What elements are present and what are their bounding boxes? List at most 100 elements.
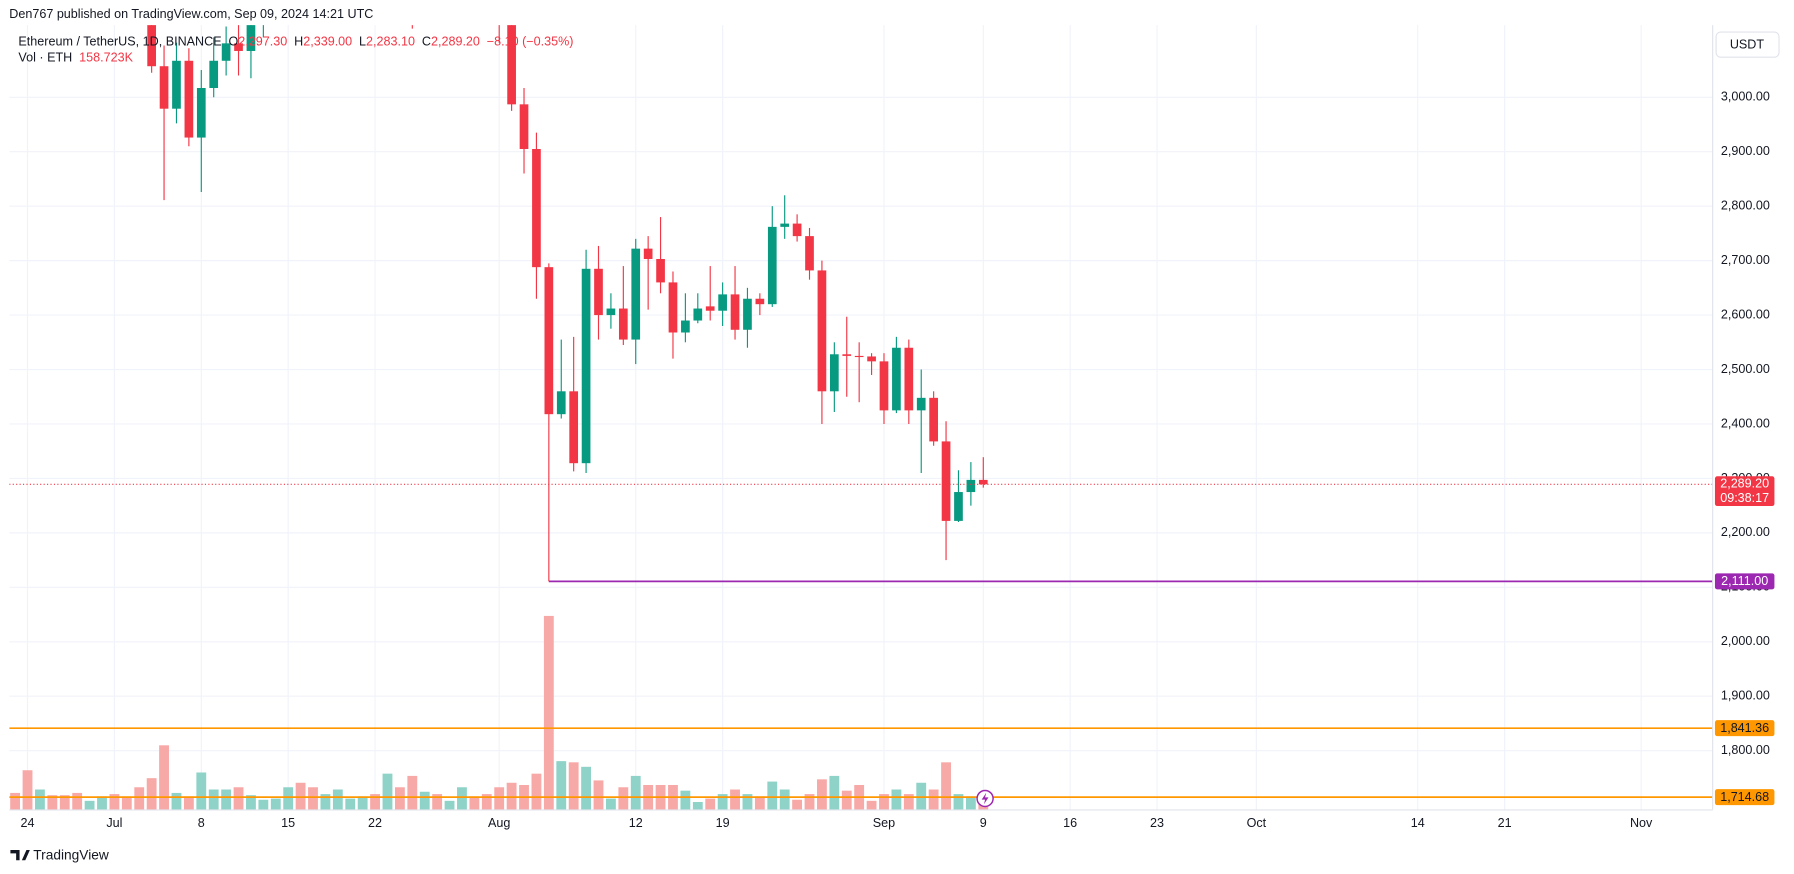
event-icon-bolt (981, 792, 989, 805)
candle-body (705, 306, 715, 311)
candle-body (159, 66, 169, 109)
x-tick-label: 16 (1063, 816, 1077, 830)
volume-bar (332, 789, 343, 810)
volume-bar (357, 796, 368, 810)
volume-bar (171, 792, 182, 810)
x-tick-label: 24 (21, 816, 35, 830)
x-tick-label: 15 (281, 816, 295, 830)
candle-body (507, 25, 516, 105)
candle-body (532, 148, 541, 268)
level-label: 1,714.68 (1720, 790, 1769, 804)
candle-body (929, 397, 938, 442)
currency-button[interactable] (1715, 31, 1780, 58)
volume-bar (22, 770, 33, 810)
x-tick-label: 9 (980, 816, 987, 830)
candle-body (730, 294, 740, 330)
level-label: 2,111.00 (1721, 574, 1768, 588)
candle-body (209, 60, 219, 89)
volume-bar (792, 799, 803, 810)
level-label: 1,841.36 (1720, 721, 1769, 735)
volume-bar (270, 798, 281, 810)
volume-bar (469, 796, 480, 810)
volume-bar (109, 794, 120, 810)
volume-bar (159, 745, 169, 810)
candle-body (693, 308, 703, 321)
candle-body (656, 258, 665, 283)
volume-bar (742, 794, 753, 810)
x-tick-label: Jul (106, 816, 122, 830)
candle-body (606, 308, 616, 316)
y-tick-label: 2,000.00 (1721, 634, 1770, 648)
candle-body (978, 479, 988, 485)
volume-bar (47, 795, 58, 810)
volume-bar (221, 789, 232, 810)
volume-bar (754, 796, 765, 810)
candle-body (519, 104, 529, 149)
candle-body (780, 223, 790, 227)
candle-body (184, 60, 194, 138)
y-tick-label: 2,700.00 (1721, 253, 1770, 267)
volume-bar (84, 800, 95, 810)
y-tick-label: 2,500.00 (1721, 362, 1770, 376)
candle-body (867, 356, 876, 362)
candle-body (221, 43, 231, 61)
volume-bar (283, 787, 294, 810)
volume-bar (630, 775, 641, 810)
volume-bar (692, 802, 703, 810)
candle-body (172, 60, 181, 109)
byline: Den767 published on TradingView.com, Sep… (9, 7, 373, 21)
candle-body (842, 354, 852, 356)
ohlc-key: C (422, 35, 431, 49)
volume-bar (208, 789, 219, 810)
volume-bar (320, 794, 331, 810)
x-tick-label: 21 (1498, 816, 1512, 830)
plot-area (9, 25, 1713, 810)
candle-body (966, 479, 976, 493)
axes: 1,800.001,900.002,000.002,100.002,200.00… (21, 90, 1775, 830)
volume-bar (444, 800, 455, 810)
candle-body (681, 320, 690, 333)
volume-title: Vol · ETH (18, 51, 72, 65)
candle-body (829, 354, 839, 392)
x-tick-label: Oct (1247, 816, 1267, 830)
volume-bar (233, 787, 244, 810)
level-label-box (1714, 789, 1775, 806)
ohlc-value: 2,289.20 (431, 35, 480, 49)
candle-body (544, 267, 554, 415)
x-tick-label: 14 (1411, 816, 1425, 830)
volume-bar (494, 787, 505, 810)
volume-bar (767, 781, 778, 810)
volume-bar (370, 794, 380, 810)
currency-button-label[interactable]: USDT (1730, 38, 1765, 52)
y-tick-label: 2,900.00 (1721, 144, 1770, 158)
candle-body (904, 347, 914, 411)
level-label-box (1714, 573, 1775, 590)
volume-bar (829, 775, 840, 810)
ohlc-value: 2,283.10 (366, 35, 415, 49)
volume-bar (457, 787, 467, 810)
volume-bar (432, 794, 443, 810)
volume-bar (196, 772, 207, 810)
volume-bar (183, 796, 194, 810)
volume-bar (121, 796, 132, 810)
volume-bar (246, 795, 256, 810)
candle-body (569, 391, 579, 464)
volume-bar (568, 762, 579, 810)
candle-body (743, 298, 752, 330)
volume-bar (345, 798, 356, 810)
candle-body (594, 268, 603, 316)
volume-bar (146, 778, 157, 810)
x-tick-label: 23 (1150, 816, 1164, 830)
symbol: Ethereum / TetherUS, 1D, BINANCE (18, 35, 221, 49)
x-tick-label: Sep (873, 816, 895, 830)
y-tick-label: 3,000.00 (1721, 90, 1770, 104)
x-tick-label: 19 (716, 816, 730, 830)
ohlc-value: 2,297.30 (238, 35, 287, 49)
volume-bar (717, 794, 728, 810)
candle-body (755, 298, 765, 305)
volume-bar (605, 798, 616, 810)
volume-bar (841, 790, 852, 810)
candle-body (246, 25, 256, 51)
change: −8.10 (−0.35%) (487, 35, 574, 49)
volume-bar (705, 798, 716, 810)
